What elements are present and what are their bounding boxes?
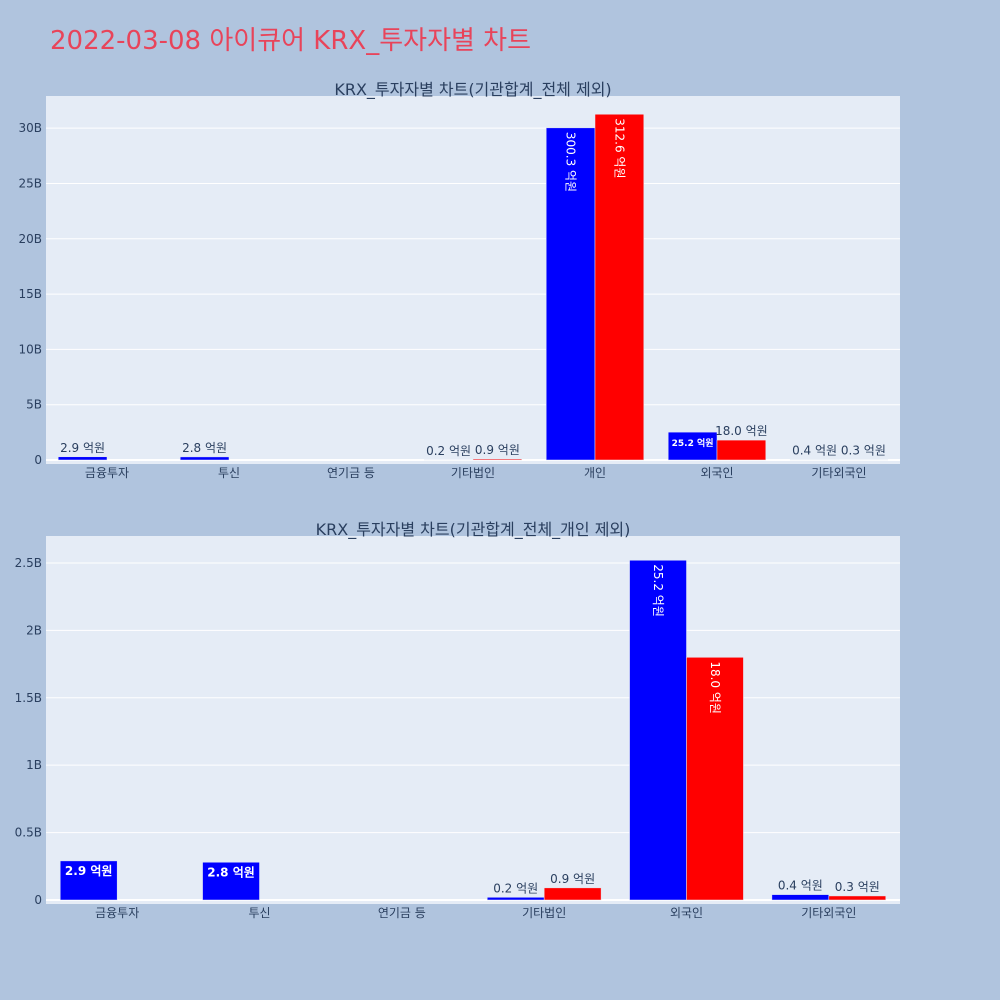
x-tick-label: 기타법인: [451, 466, 495, 480]
chart-title-top: KRX_투자자별 차트(기관합계_전체 제외): [334, 80, 611, 100]
bar-buy: [59, 860, 118, 901]
y-tick-label: 1B: [26, 758, 42, 772]
bar-sell: [716, 439, 767, 461]
y-tick-label: 20B: [18, 232, 42, 246]
data-label: 0.3 억원: [835, 880, 880, 894]
bar-sell: [472, 458, 523, 461]
x-tick-label: 외국인: [700, 466, 733, 480]
data-label: 18.0 억원: [715, 424, 768, 438]
page-title: 2022-03-08 아이큐어 KRX_투자자별 차트: [50, 26, 531, 56]
y-tick-label: 10B: [18, 342, 42, 356]
bar-buy: [486, 897, 545, 901]
bar-buy: [57, 456, 108, 461]
x-tick-label: 기타외국인: [811, 466, 866, 480]
bar-sell: [543, 887, 602, 901]
chart-top: KRX_투자자별 차트(기관합계_전체 제외) 0 5B 10B 15B 20B 25B 3…: [18, 80, 900, 480]
data-label: 18.0 억원: [708, 661, 722, 714]
y-tick-label: 2.5B: [15, 556, 42, 570]
chart-bottom: KRX_투자자별 차트(기관합계_전체_개인 제외) 0 0.5B 1B 1.5B 2B…: [15, 520, 900, 920]
data-label: 25.2 억원: [672, 437, 714, 449]
x-tick-label: 연기금 등: [378, 906, 426, 920]
y-tick-label: 2B: [26, 623, 42, 637]
bar-buy: [179, 456, 230, 461]
chart-title-bottom: KRX_투자자별 차트(기관합계_전체_개인 제외): [316, 520, 631, 540]
x-tick-label: 투신: [218, 466, 240, 480]
x-tick-label: 외국인: [670, 906, 703, 920]
data-label: 312.6 억원: [612, 118, 626, 178]
data-label: 300.3 억원: [564, 132, 578, 192]
bar-buy: [629, 560, 687, 901]
data-label: 2.9 억원: [65, 864, 113, 878]
bar-buy: [545, 127, 596, 461]
y-tick-label: 25B: [18, 176, 42, 190]
bar-sell: [828, 895, 887, 901]
data-label: 0.3 억원: [841, 444, 886, 458]
x-tick-label: 연기금 등: [327, 466, 375, 480]
x-tick-label: 기타외국인: [801, 906, 856, 920]
data-label: 2.8 억원: [182, 441, 227, 455]
plot-area-top: [46, 96, 900, 464]
y-tick-label: 5B: [26, 398, 42, 412]
y-tick-label: 1.5B: [15, 691, 42, 705]
bar-sell: [686, 657, 744, 901]
data-label: 0.9 억원: [550, 872, 595, 886]
y-tick-label: 0: [34, 893, 42, 907]
data-label: 2.9 억원: [60, 441, 105, 455]
y-tick-label: 15B: [18, 287, 42, 301]
plot-area-bottom: [46, 536, 900, 904]
bar-buy: [202, 862, 260, 901]
data-label: 25.2 억원: [651, 564, 665, 617]
data-label: 2.8 억원: [207, 865, 255, 879]
bar-buy: [667, 431, 718, 461]
bar-buy: [771, 894, 830, 901]
data-label: 0.4 억원: [778, 879, 823, 893]
x-tick-label: 투신: [248, 906, 270, 920]
data-label: 0.9 억원: [475, 443, 520, 457]
x-tick-label: 금융투자: [85, 466, 129, 480]
y-tick-label: 0.5B: [15, 826, 42, 840]
bar-sell: [594, 113, 645, 461]
x-tick-label: 기타법인: [522, 906, 566, 920]
data-label: 0.4 억원: [792, 444, 837, 458]
data-label: 0.2 억원: [426, 444, 471, 458]
data-label: 0.2 억원: [493, 881, 538, 895]
y-tick-label: 0: [34, 453, 42, 467]
y-tick-label: 30B: [18, 121, 42, 135]
x-tick-label: 개인: [584, 466, 606, 480]
x-tick-label: 금융투자: [95, 906, 139, 920]
